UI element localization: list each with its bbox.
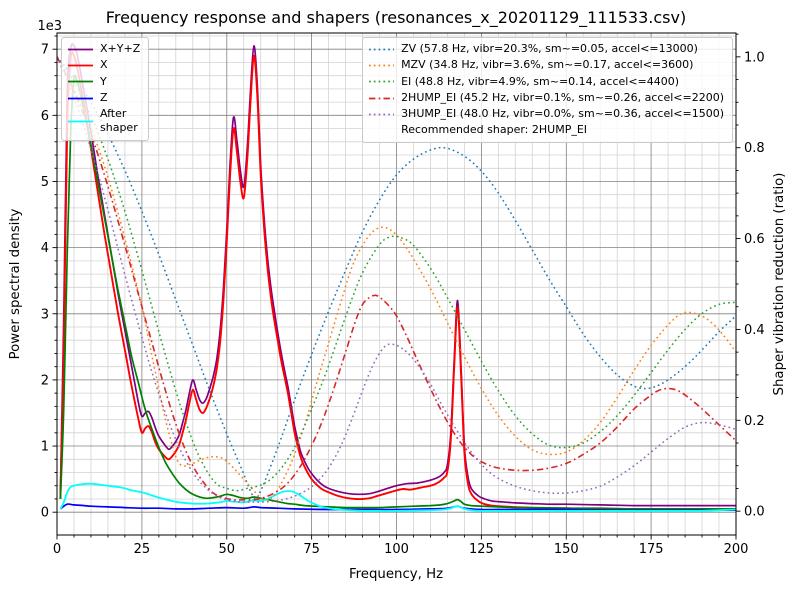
- axes-layer: 0 25 50 75 100 125 150 175 200 0 1 2 3 4 5 6 7 0.0 0.2 0.4 0…: [41, 32, 765, 557]
- legend-sample-psd_xyz: [68, 48, 93, 50]
- legend-label-after_shaper: After shaper: [100, 107, 138, 135]
- legend-label-zv: ZV (57.8 Hz, vibr=20.3%, sm~=0.05, accel…: [401, 42, 698, 55]
- legend-sample-mzv: [369, 64, 395, 67]
- x-tick-label: 0: [53, 542, 61, 557]
- y-left-tick-label: 0: [41, 506, 49, 521]
- legend-item-psd_z: Z: [67, 90, 140, 106]
- y-right-tick-label: 0.6: [744, 232, 765, 247]
- x-tick-label: 25: [134, 542, 151, 557]
- legend-left: X+Y+Z X Y Z After shaper: [61, 37, 150, 141]
- x-tick-label: 75: [303, 542, 320, 557]
- legend-item-psd_x: X: [67, 57, 140, 73]
- y-axis-label-right: Shaper vibration reduction (ratio): [772, 173, 787, 396]
- y-axis-label-left: Power spectral density: [8, 208, 23, 359]
- chart-title: Frequency response and shapers (resonanc…: [106, 8, 686, 28]
- legend-item-ei: EI (48.8 Hz, vibr=4.9%, sm~=0.14, accel<…: [368, 74, 724, 90]
- legend-label-psd_y: Y: [100, 74, 107, 88]
- legend-item-zv: ZV (57.8 Hz, vibr=20.3%, sm~=0.05, accel…: [368, 41, 724, 57]
- legend-sample-ei: [369, 80, 395, 83]
- y-right-tick-label: 0.8: [744, 141, 765, 156]
- legend-item-psd_xyz: X+Y+Z: [67, 41, 140, 57]
- series-psd_z-line: [59, 503, 736, 512]
- x-axis-label: Frequency, Hz: [349, 567, 443, 582]
- y-axis-offset-label: 1e3: [37, 19, 62, 34]
- legend-item-3hump_ei: 3HUMP_EI (48.0 Hz, vibr=0.0%, sm~=0.36, …: [368, 106, 724, 122]
- legend-sample-psd_y: [68, 80, 93, 83]
- grid-minor: [57, 33, 736, 535]
- series-zv-line: [57, 56, 736, 500]
- series-2hump_ei-line: [57, 56, 736, 501]
- legend-sample-zv: [369, 48, 395, 50]
- tick-labels: 0 25 50 75 100 125 150 175 200 0 1 2 3 4 5 6 7 0.0 0.2 0.4 0…: [41, 43, 765, 557]
- legend-note-label: Recommended shaper: 2HUMP_EI: [401, 123, 588, 137]
- y-right-tick-label: 1.0: [744, 50, 765, 65]
- legend-label-3hump_ei: 3HUMP_EI (48.0 Hz, vibr=0.0%, sm~=0.36, …: [401, 107, 724, 121]
- legend-label-psd_z: Z: [100, 90, 108, 104]
- legend-sample-3hump_ei: [369, 113, 395, 116]
- x-tick-label: 200: [724, 542, 749, 557]
- legend-sample-after_shaper: [68, 120, 93, 123]
- curves-layer: [57, 43, 736, 512]
- legend-right: ZV (57.8 Hz, vibr=20.3%, sm~=0.05, accel…: [362, 37, 733, 143]
- legend-sample-2hump_ei: [369, 97, 395, 99]
- series-mzv-line: [57, 56, 736, 501]
- legend-item-mzv: MZV (34.8 Hz, vibr=3.6%, sm~=0.17, accel…: [368, 57, 724, 73]
- y-left-tick-label: 4: [41, 241, 49, 256]
- series-layer: [57, 43, 736, 512]
- y-right-tick-label: 0.4: [744, 323, 765, 338]
- x-tick-label: 100: [384, 542, 409, 557]
- legend-note-recommended-shaper: Recommended shaper: 2HUMP_EI: [368, 122, 724, 138]
- legend-label-psd_xyz: X+Y+Z: [100, 42, 141, 55]
- tick-marks: [52, 33, 741, 540]
- x-tick-label: 150: [554, 542, 579, 557]
- legend-item-after_shaper: After shaper: [67, 106, 140, 137]
- series-psd_x-line: [59, 51, 736, 510]
- x-tick-label: 175: [639, 542, 664, 557]
- legend-item-psd_y: Y: [67, 74, 140, 90]
- y-left-tick-label: 3: [41, 307, 49, 322]
- series-3hump_ei-line: [57, 56, 736, 503]
- y-left-tick-label: 6: [41, 109, 49, 124]
- legend-sample-psd_z: [68, 97, 93, 99]
- y-left-tick-label: 2: [41, 373, 49, 388]
- legend-label-mzv: MZV (34.8 Hz, vibr=3.6%, sm~=0.17, accel…: [401, 58, 694, 72]
- y-left-tick-label: 1: [41, 440, 49, 455]
- x-tick-label: 50: [218, 542, 235, 557]
- y-right-tick-label: 0.2: [744, 414, 765, 429]
- series-psd_y-line: [59, 74, 736, 510]
- series-ei-line: [57, 56, 736, 492]
- legend-label-psd_x: X: [100, 58, 108, 72]
- y-left-tick-label: 7: [41, 43, 49, 58]
- y-right-tick-label: 0.0: [744, 505, 765, 520]
- grid-layer: [56, 33, 737, 535]
- legend-label-2hump_ei: 2HUMP_EI (45.2 Hz, vibr=0.1%, sm~=0.26, …: [401, 90, 724, 104]
- x-tick-label: 125: [469, 542, 494, 557]
- legend-item-2hump_ei: 2HUMP_EI (45.2 Hz, vibr=0.1%, sm~=0.26, …: [368, 90, 724, 106]
- y-left-tick-label: 5: [41, 175, 49, 190]
- series-after_shaper-line: [59, 482, 736, 512]
- legend-sample-psd_x: [68, 64, 93, 67]
- legend-label-ei: EI (48.8 Hz, vibr=4.9%, sm~=0.14, accel<…: [401, 74, 680, 88]
